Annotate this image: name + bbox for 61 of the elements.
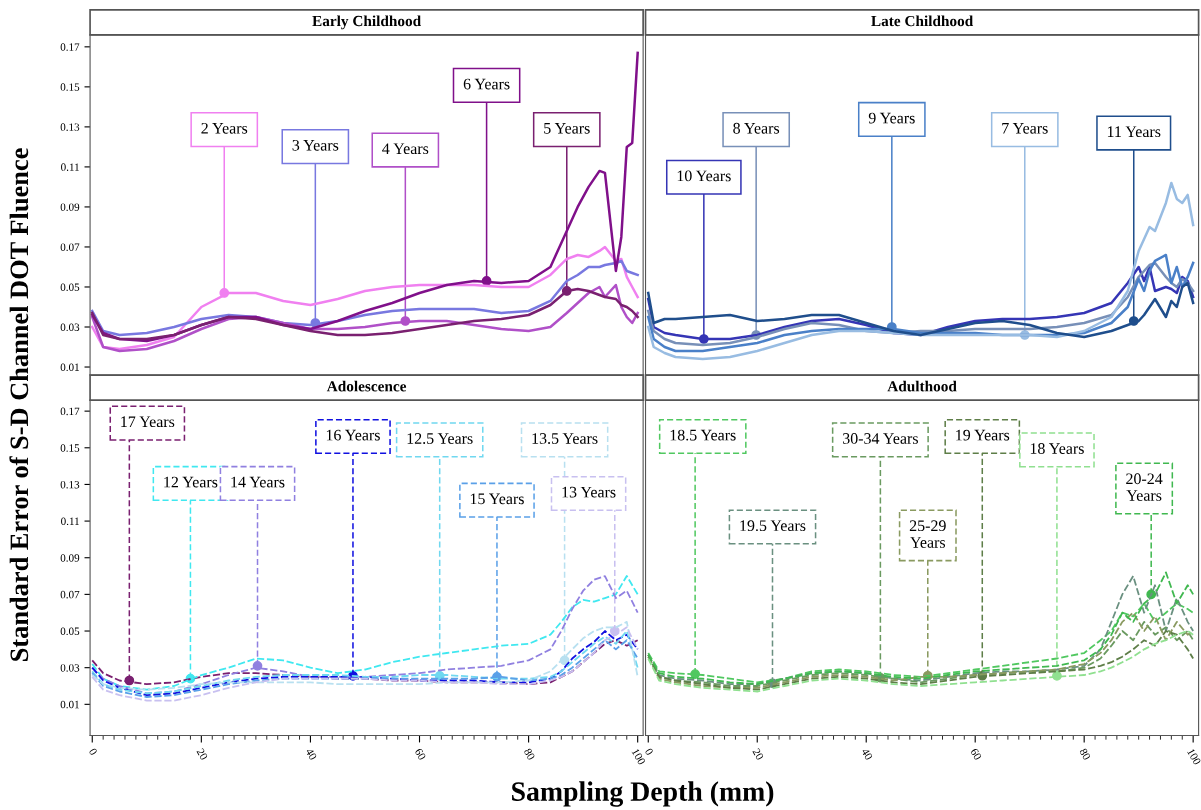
y-tick-label: 0.13 (60, 480, 80, 489)
y-tick-label: 0.17 (60, 43, 80, 51)
x-tick-label: 0 (88, 747, 98, 756)
annotation: 12 Years (164, 476, 218, 488)
annotation: 18 Years (1030, 443, 1084, 454)
annotation: 6 Years (463, 78, 510, 90)
y-tick-label: 0.05 (60, 283, 80, 291)
y-tick-label: 0.05 (60, 627, 80, 636)
y-tick-label: 0.13 (60, 123, 80, 131)
y-tick-label: 0.09 (60, 203, 80, 211)
y-tick-label: 0.03 (60, 323, 80, 332)
annotation: 13 Years (562, 486, 616, 498)
annotation: 14 Years (231, 476, 285, 488)
y-tick-label: 0.07 (60, 243, 80, 251)
x-tick-label: 20 (196, 747, 208, 761)
x-tick-label: 80 (1079, 747, 1091, 761)
annotation: 11 Years (1107, 126, 1161, 138)
x-tick-label: 60 (414, 747, 427, 761)
annotation: 13.5 Years (532, 433, 598, 444)
x-tick-label: 60 (970, 747, 982, 761)
y-tick-label: 0.17 (60, 407, 80, 416)
y-tick-label: 0.11 (61, 517, 79, 526)
x-tick-label: 80 (523, 747, 536, 761)
y-tick-label: 0.15 (60, 444, 80, 452)
y-tick-label: 0.07 (60, 590, 80, 599)
annotation: 12.5 Years (407, 433, 473, 444)
annotation: 19 Years (956, 429, 1010, 441)
annotation: 7 Years (1002, 123, 1048, 134)
chart-title: Late Childhood (871, 15, 974, 27)
annotation: 9 Years (868, 112, 915, 124)
annotation: 3 Years (292, 139, 339, 151)
annotation: 15 Years (470, 493, 524, 505)
x-tick-label: 100 (1187, 748, 1201, 766)
y-tick-label: 0.01 (60, 363, 79, 372)
y-tick-label: 0.09 (60, 554, 80, 562)
chart-title: Adulthood (887, 380, 957, 392)
y-tick-label: 0.03 (60, 664, 80, 672)
x-tick-label: 0 (644, 747, 654, 756)
x-axis-title: Sampling Depth (mm) (512, 781, 774, 807)
annotation: 2 Years (201, 122, 248, 134)
annotation: 20-24 Years (1126, 473, 1163, 501)
annotation: 18.5 Years (670, 429, 736, 441)
annotation: 4 Years (382, 143, 429, 155)
y-axis-title: Standard Error of S-D Channel DOT Fluence (9, 148, 29, 661)
x-tick-label: 40 (305, 747, 318, 761)
x-tick-label: 40 (861, 747, 873, 761)
y-tick-label: 0.15 (60, 83, 80, 91)
annotation: 17 Years (121, 416, 175, 428)
annotation: 8 Years (733, 122, 780, 134)
annotation: 30-34 Years (842, 433, 918, 444)
chart-title: Adolescence (326, 380, 407, 392)
y-tick-label: 0.11 (61, 163, 79, 171)
x-tick-label: 100 (631, 748, 646, 766)
annotation: 5 Years (544, 123, 590, 134)
annotation: 10 Years (677, 170, 731, 182)
annotation: 16 Years (326, 429, 380, 441)
y-tick-label: 0.01 (60, 700, 79, 709)
chart-title: Early Childhood (312, 15, 421, 30)
annotation: 19.5 Years (740, 520, 806, 532)
annotation: 25-29 Years (909, 520, 946, 548)
x-tick-label: 20 (752, 747, 764, 761)
